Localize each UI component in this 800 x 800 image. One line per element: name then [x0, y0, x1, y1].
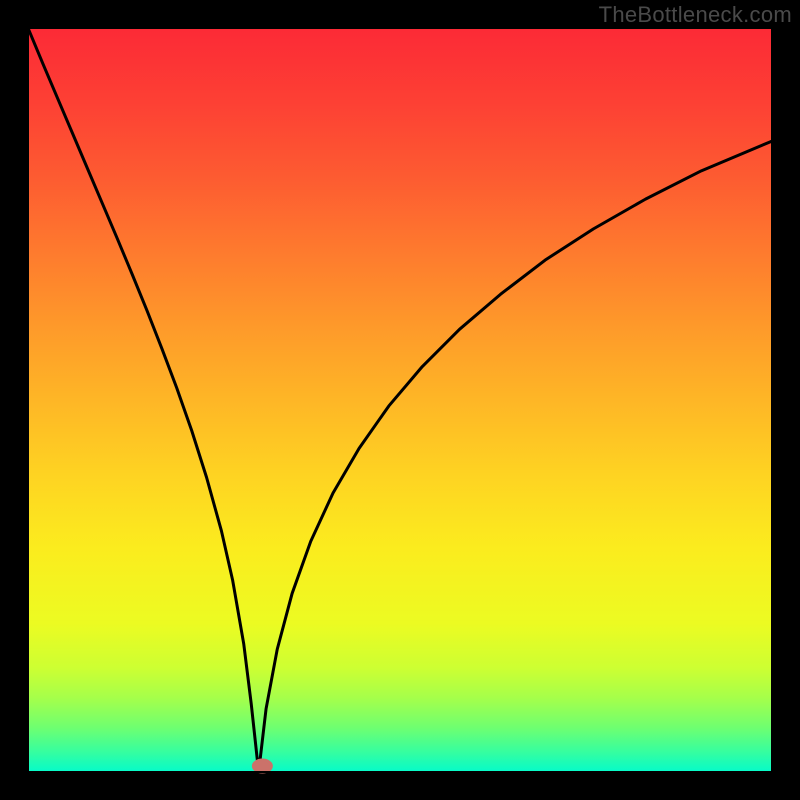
gradient-background	[28, 28, 772, 772]
chart-container: TheBottleneck.com	[0, 0, 800, 800]
watermark-text: TheBottleneck.com	[599, 2, 792, 28]
optimal-point-marker	[252, 759, 272, 773]
plot-area	[28, 28, 772, 773]
bottleneck-chart	[0, 0, 800, 800]
